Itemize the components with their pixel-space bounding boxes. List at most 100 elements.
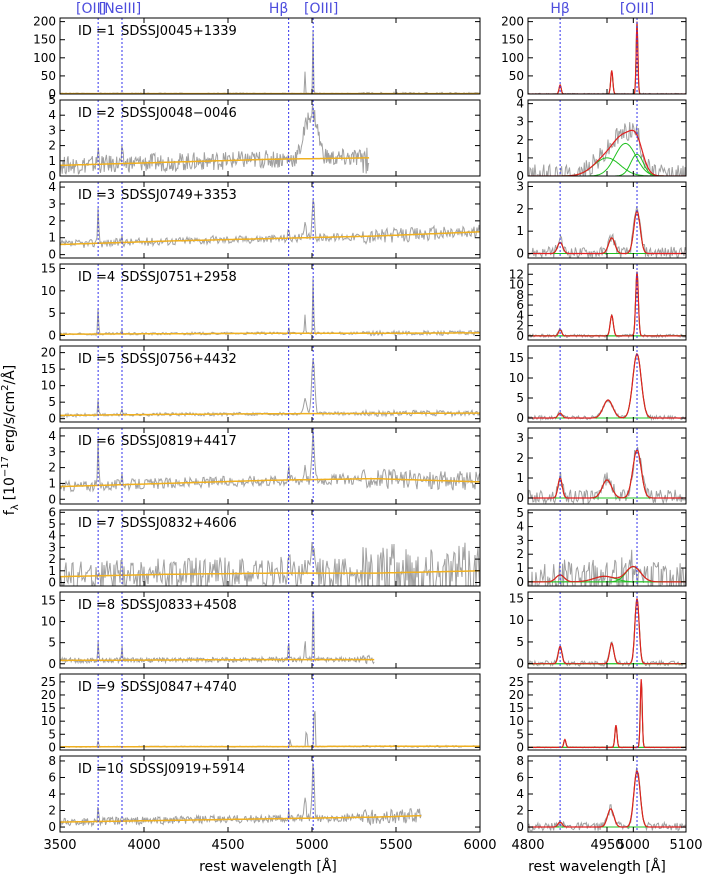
y-tick-label: 100	[501, 51, 524, 65]
y-tick-label: 25	[509, 675, 524, 689]
y-tick-label: 3	[516, 179, 524, 193]
right-spectrum-line	[528, 122, 686, 176]
y-tick-label: 0	[516, 820, 524, 834]
y-tick-label: 2	[48, 214, 56, 228]
total-fit-line	[528, 769, 686, 828]
fit-component-2	[528, 725, 686, 748]
total-fit-line	[528, 449, 686, 499]
continuum-fit-line	[60, 814, 422, 823]
panel-1: 0 50 100 150 200 0 50 100 150 200 ID =1 SDSSJ0045+1…	[33, 15, 687, 101]
panel-object-name: SDSSJ0048−0046	[121, 106, 237, 121]
y-tick-label: 0	[48, 820, 56, 834]
fit-component-3	[528, 681, 686, 748]
panel-object-name: SDSSJ0751+2958	[121, 270, 237, 285]
x-tick-label-left: 6000	[463, 838, 496, 853]
right-panel-frame	[527, 263, 687, 341]
panel-object-name: SDSSJ0756+4432	[121, 352, 237, 367]
y-tick-label: 15	[41, 701, 56, 715]
panel-object-name: SDSSJ0045+1339	[121, 24, 237, 39]
left-x-axis: 3500 4000 4500 5000 5500 6000	[43, 838, 496, 853]
y-tick-label: 2	[48, 139, 56, 153]
panel-object-name: SDSSJ0819+4417	[121, 434, 237, 449]
y-tick-label: 10	[41, 379, 56, 393]
panel-label: ID =10 SDSSJ0919+5914	[78, 762, 245, 777]
y-label-lambda: λ	[10, 504, 21, 510]
y-tick-label: 2	[516, 202, 524, 216]
y-tick-label: 2	[516, 133, 524, 147]
right-spectrum-line	[528, 446, 686, 504]
continuum-fit-line	[60, 332, 480, 335]
left-spectrum-line	[60, 278, 480, 337]
y-axis-label: fλ [10−17 erg/s/cm2/Å]	[0, 365, 21, 515]
y-tick-label: 0	[48, 740, 56, 754]
y-tick-label: 5	[48, 395, 56, 409]
y-tick-label: 4	[516, 520, 524, 534]
y-label-f: f	[2, 509, 18, 515]
y-tick-label: 0	[48, 412, 56, 426]
continuum-fit-line	[60, 412, 480, 417]
y-tick-label: 4	[48, 429, 56, 443]
x-axis-label-right: rest wavelength [Å]	[528, 858, 666, 875]
y-tick-label: 10	[509, 371, 524, 385]
fit-component-3	[528, 353, 686, 419]
left-panel-frame	[59, 345, 481, 423]
left-plot-area	[60, 428, 480, 493]
y-tick-label: 1	[48, 564, 56, 578]
panel-object-name: SDSSJ0749+3353	[121, 188, 237, 203]
x-tick-label-left: 4500	[211, 838, 244, 853]
panel-object-name: SDSSJ0847+4740	[121, 680, 237, 695]
panel-10: 0 2 4 6 8 0 2 4 6 8 ID =10 SDSSJ0919+5914	[48, 754, 687, 834]
y-tick-label: 1	[48, 231, 56, 245]
y-tick-label: 1	[516, 151, 524, 165]
right-plot-area	[528, 598, 686, 668]
fit-component-3	[528, 598, 686, 665]
x-tick-label-left: 4000	[127, 838, 160, 853]
right-panel-frame	[527, 755, 687, 833]
y-tick-label: 0	[516, 575, 524, 589]
y-tick-label: 0	[48, 329, 56, 343]
panel-3: 0 1 2 3 4 0 1 2 3 ID =3 SDSSJ0749+3353	[48, 179, 687, 262]
y-tick-label: 4	[516, 308, 524, 322]
y-tick-label: 6	[516, 298, 524, 312]
panel-8: 0 5 10 15 0 5 10 15 ID =8 SDSSJ0833+4508	[41, 591, 687, 671]
y-tick-label: 0	[516, 411, 524, 425]
y-tick-label: 8	[48, 754, 56, 768]
y-tick-label: 200	[33, 15, 56, 29]
panel-label: ID =3 SDSSJ0749+3353	[78, 188, 237, 203]
right-panel-frame	[527, 99, 687, 177]
top-line-labels: [OII][NeIII] Hβ [OIII] Hβ [OIII]	[76, 1, 654, 17]
y-tick-label: 2	[516, 319, 524, 333]
right-spectrum-line	[528, 206, 686, 258]
y-tick-label: 6	[48, 505, 56, 519]
right-panel-frame	[527, 427, 687, 505]
y-tick-label: 3	[48, 197, 56, 211]
y-tick-label: 2	[516, 804, 524, 818]
continuum-fit-line	[60, 477, 480, 488]
continuum-fit-line	[60, 157, 370, 167]
y-tick-label: 2	[516, 547, 524, 561]
y-tick-label: 15	[509, 592, 524, 606]
left-spectrum-line	[60, 105, 370, 175]
top-line-label-right: [OIII]	[620, 1, 654, 17]
y-tick-label: 8	[516, 288, 524, 302]
panel-id: ID =1	[78, 24, 115, 39]
y-tick-label: 1	[516, 224, 524, 238]
y-tick-label: 3	[516, 533, 524, 547]
x-tick-label-right: 5100	[669, 838, 702, 853]
y-tick-label: 15	[41, 362, 56, 376]
total-fit-line	[528, 353, 686, 419]
y-tick-label: 150	[501, 33, 524, 47]
left-spectrum-line	[60, 710, 480, 749]
y-tick-label: 3	[48, 123, 56, 137]
panel-label: ID =4 SDSSJ0751+2958	[78, 270, 237, 285]
top-line-label-right: Hβ	[550, 1, 569, 17]
y-tick-label: 0	[48, 657, 56, 671]
y-tick-label: 2	[48, 804, 56, 818]
right-panel-frame	[527, 673, 687, 751]
y-tick-label: 0	[48, 575, 56, 589]
panel-id: ID =6	[78, 434, 115, 449]
left-spectrum-line	[60, 199, 480, 248]
